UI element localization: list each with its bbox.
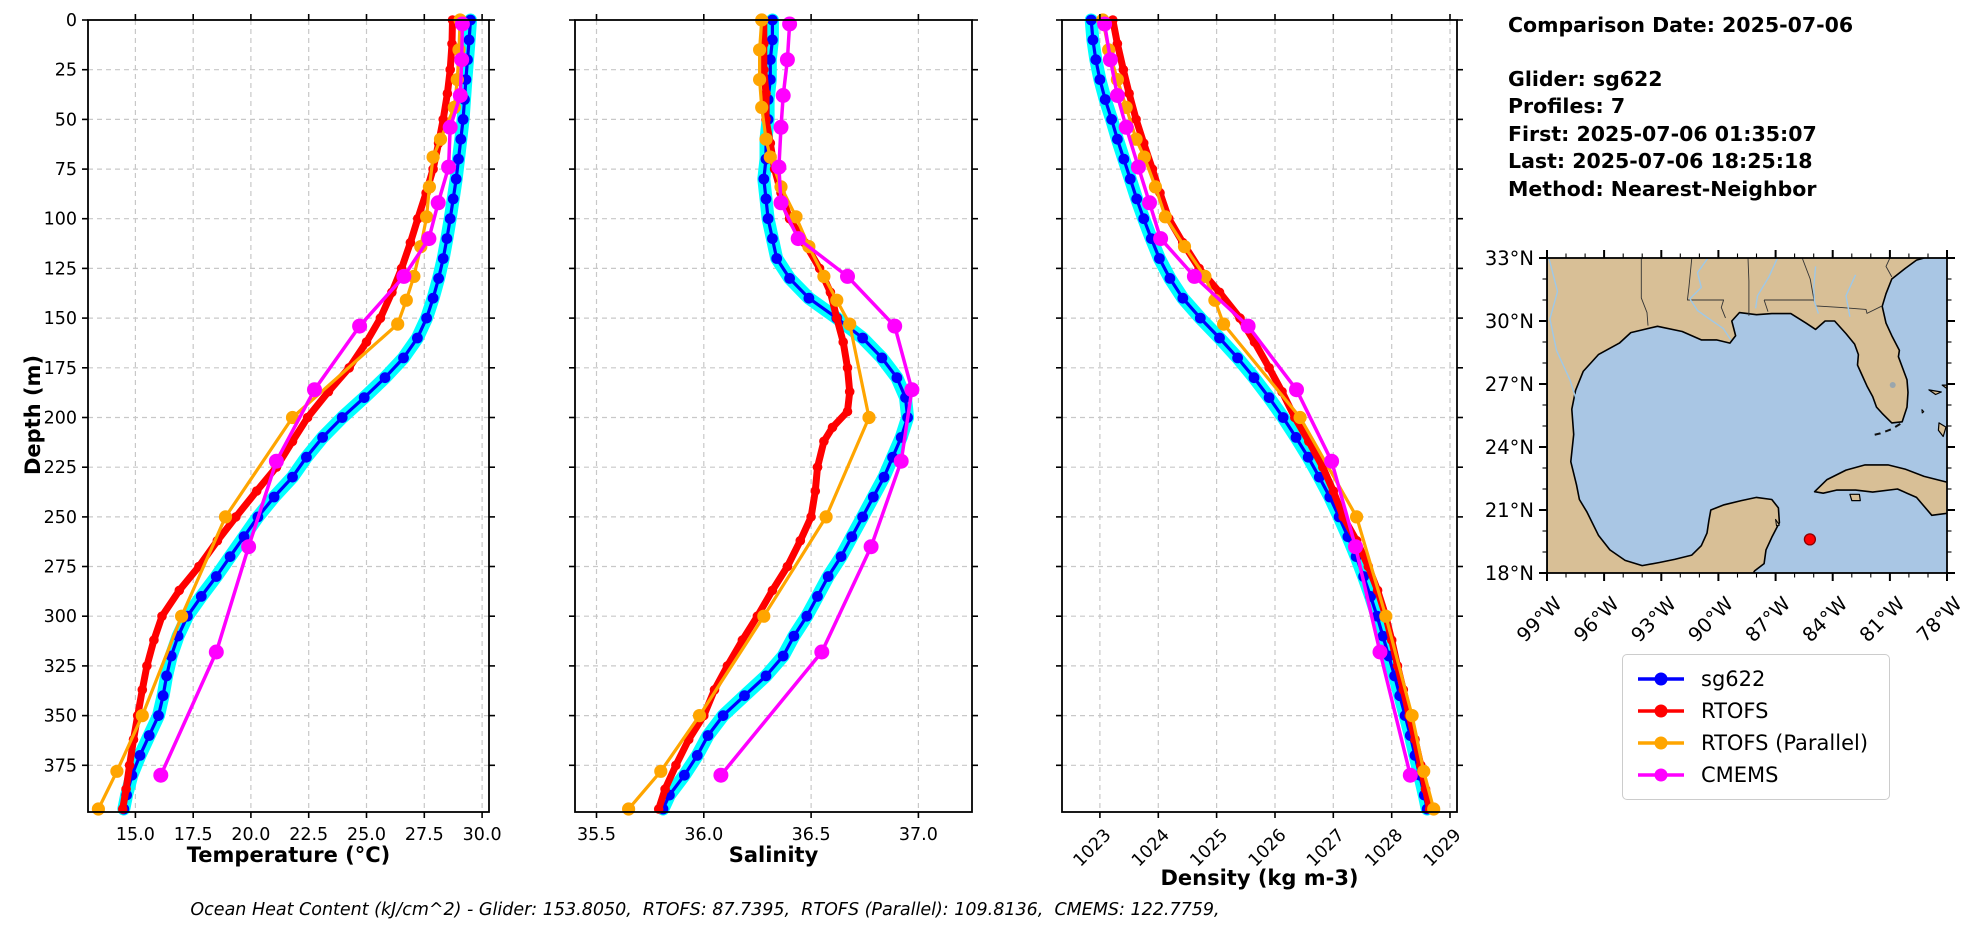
svg-text:200: 200 (44, 408, 77, 428)
svg-text:1026: 1026 (1245, 825, 1291, 871)
comparison-date-text: Comparison Date: 2025-07-06 (1508, 13, 1854, 37)
depth-axis-label: Depth (m) (21, 354, 45, 476)
svg-text:17.5: 17.5 (174, 825, 213, 845)
svg-text:150: 150 (44, 309, 77, 329)
line-marker-swatch (1638, 672, 1684, 686)
svg-text:1027: 1027 (1303, 825, 1349, 871)
svg-text:93°W: 93°W (1626, 592, 1680, 646)
temperature-panel: 15.0 17.5 20.0 22.5 25.0 27.5 30.0 0 25 50 75 100 12… (44, 11, 502, 845)
method-text: Method: Nearest-Neighbor (1508, 176, 1817, 201)
svg-text:36.5: 36.5 (792, 825, 831, 845)
line-marker-swatch (1638, 768, 1684, 782)
svg-text:27.5: 27.5 (405, 825, 444, 845)
svg-text:30°N: 30°N (1485, 310, 1534, 333)
gulf-of-mexico-map: 99°W 96°W 93°W 90°W 87°W 84°W 81°W 78°W 18°N 21°N… (1485, 247, 1967, 647)
svg-text:33°N: 33°N (1485, 247, 1534, 270)
profiles-text: Profiles: 7 (1508, 94, 1626, 118)
svg-text:99°W: 99°W (1512, 592, 1566, 646)
svg-text:37.0: 37.0 (899, 825, 938, 845)
svg-text:36.0: 36.0 (684, 825, 723, 845)
salinity-axis-label: Salinity (728, 843, 819, 867)
svg-text:35.5: 35.5 (577, 825, 616, 845)
legend-item-rtofs-parallel: RTOFS (Parallel) (1637, 727, 1875, 759)
line-marker-swatch (1638, 704, 1684, 718)
svg-text:50: 50 (55, 110, 77, 130)
svg-text:100: 100 (44, 210, 77, 230)
svg-text:22.5: 22.5 (289, 825, 328, 845)
svg-text:84°W: 84°W (1798, 592, 1852, 646)
svg-text:1029: 1029 (1420, 825, 1466, 871)
svg-text:21°N: 21°N (1485, 499, 1534, 522)
salinity-panel: 35.5 36.0 36.5 37.0 (569, 13, 978, 845)
svg-text:1028: 1028 (1362, 825, 1408, 871)
svg-text:96°W: 96°W (1569, 592, 1623, 646)
density-panel: 1023 1024 1025 1026 1027 1028 1029 (1056, 13, 1466, 871)
svg-text:1024: 1024 (1128, 825, 1174, 871)
svg-text:1023: 1023 (1070, 825, 1116, 871)
legend: sg622 RTOFS RTOFS (Parallel) CMEMS (1622, 654, 1890, 800)
temperature-axis-label: Temperature (°C) (186, 843, 391, 867)
svg-text:75: 75 (55, 160, 77, 180)
glider-text: Glider: sg622 (1508, 66, 1663, 91)
svg-text:275: 275 (44, 558, 77, 578)
legend-item-sg622: sg622 (1637, 663, 1875, 695)
legend-item-rtofs: RTOFS (1637, 695, 1875, 727)
line-marker-swatch (1638, 736, 1684, 750)
legend-label: sg622 (1701, 667, 1766, 691)
svg-text:81°W: 81°W (1855, 592, 1909, 646)
legend-item-cmems: CMEMS (1637, 759, 1875, 791)
svg-text:1025: 1025 (1187, 825, 1233, 871)
svg-text:27°N: 27°N (1485, 373, 1534, 396)
legend-label: RTOFS (Parallel) (1701, 731, 1869, 755)
svg-text:25.0: 25.0 (347, 825, 386, 845)
svg-text:87°W: 87°W (1741, 592, 1795, 646)
svg-text:125: 125 (44, 259, 77, 279)
svg-text:24°N: 24°N (1485, 436, 1534, 459)
svg-text:90°W: 90°W (1684, 592, 1738, 646)
svg-text:375: 375 (44, 756, 77, 776)
svg-text:18°N: 18°N (1485, 562, 1534, 585)
svg-text:325: 325 (44, 657, 77, 677)
svg-text:78°W: 78°W (1912, 592, 1966, 646)
svg-text:30.0: 30.0 (463, 825, 502, 845)
info-block: Comparison Date: 2025-07-06 Glider: sg62… (1508, 12, 1853, 203)
svg-text:0: 0 (66, 11, 77, 31)
svg-text:225: 225 (44, 458, 77, 478)
svg-text:300: 300 (44, 607, 77, 627)
svg-text:350: 350 (44, 707, 77, 727)
legend-label: CMEMS (1701, 763, 1779, 787)
svg-text:15.0: 15.0 (116, 825, 155, 845)
ocean-heat-content-text: Ocean Heat Content (kJ/cm^2) - Glider: 1… (190, 900, 1220, 920)
svg-text:25: 25 (55, 61, 77, 81)
last-time-text: Last: 2025-07-06 18:25:18 (1508, 149, 1813, 173)
svg-text:20.0: 20.0 (231, 825, 270, 845)
legend-label: RTOFS (1701, 699, 1769, 723)
density-axis-label: Density (kg m-3) (1160, 866, 1359, 890)
svg-text:250: 250 (44, 508, 77, 528)
first-time-text: First: 2025-07-06 01:35:07 (1508, 121, 1817, 146)
svg-text:175: 175 (44, 359, 77, 379)
